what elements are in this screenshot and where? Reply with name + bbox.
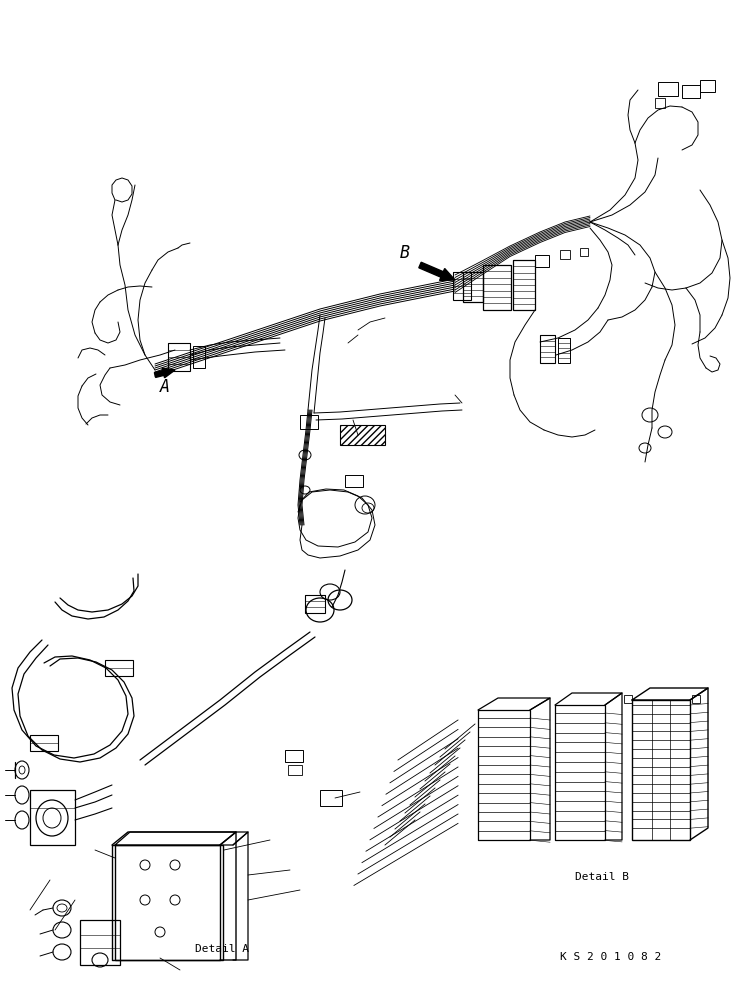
Bar bbox=[193, 346, 205, 368]
Bar bbox=[285, 750, 303, 762]
Bar bbox=[168, 343, 190, 371]
Text: Detail B: Detail B bbox=[575, 872, 629, 882]
Bar bbox=[463, 272, 483, 302]
Bar bbox=[540, 335, 555, 363]
Text: A: A bbox=[160, 378, 170, 396]
Bar bbox=[700, 80, 715, 92]
Bar bbox=[535, 255, 549, 267]
FancyArrow shape bbox=[155, 368, 175, 378]
FancyArrow shape bbox=[419, 262, 455, 281]
Bar bbox=[80, 920, 120, 965]
Bar bbox=[560, 250, 570, 259]
Text: Detail A: Detail A bbox=[195, 944, 249, 954]
Bar bbox=[483, 265, 511, 310]
Bar bbox=[305, 595, 325, 613]
Bar bbox=[105, 660, 133, 676]
Bar bbox=[115, 845, 223, 960]
Bar bbox=[345, 475, 363, 487]
Bar bbox=[692, 695, 700, 703]
Bar bbox=[288, 765, 302, 775]
Bar bbox=[513, 260, 535, 310]
Bar bbox=[655, 98, 665, 108]
Text: K S 2 0 1 0 8 2: K S 2 0 1 0 8 2 bbox=[560, 952, 661, 962]
Text: B: B bbox=[400, 244, 410, 262]
Bar bbox=[558, 338, 570, 363]
Bar bbox=[340, 425, 385, 445]
Bar bbox=[300, 415, 318, 429]
Bar bbox=[682, 85, 700, 98]
Bar bbox=[453, 272, 471, 300]
Bar bbox=[30, 735, 58, 751]
Bar bbox=[624, 695, 632, 703]
Bar bbox=[320, 790, 342, 806]
Bar bbox=[658, 82, 678, 96]
Bar bbox=[580, 248, 588, 256]
Bar bbox=[632, 700, 690, 840]
Bar bbox=[30, 790, 75, 845]
